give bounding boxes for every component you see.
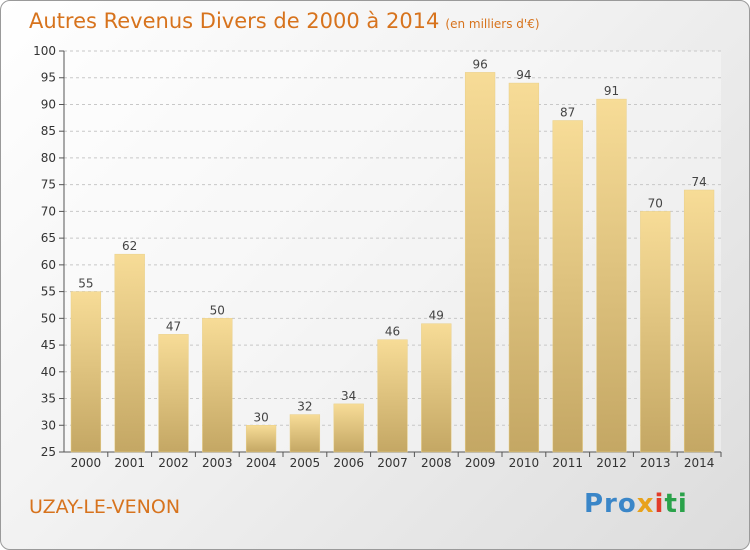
x-tick-label-2011: 2011 [552,456,583,470]
y-tick-label: 100 [33,44,56,58]
y-tick-label: 70 [41,204,56,218]
y-tick-label: 25 [41,445,56,459]
y-tick-label: 90 [41,97,56,111]
data-label-2010: 94 [516,68,531,82]
logo-part-2: x [636,489,655,519]
y-tick-label: 45 [41,338,56,352]
data-label-2004: 30 [253,410,268,424]
bar-2010 [508,82,540,453]
proxiti-logo[interactable]: Proxiti [584,489,688,519]
bar-2000 [70,291,102,453]
y-tick-label: 85 [41,124,56,138]
y-tick-label: 50 [41,311,56,325]
data-label-2011: 87 [560,106,575,120]
bars [70,72,715,453]
x-tick-label-2006: 2006 [333,456,364,470]
y-tick-label: 65 [41,231,56,245]
data-label-2003: 50 [210,303,225,317]
x-tick-label-2008: 2008 [421,456,452,470]
data-label-2005: 32 [297,400,312,414]
data-label-2012: 91 [604,84,619,98]
y-tick-label: 95 [41,71,56,85]
bar-2013 [640,211,671,453]
chart-title-text: Autres Revenus Divers de 2000 à 2014 [29,9,440,33]
data-label-2001: 62 [122,239,137,253]
x-tick-label-2010: 2010 [509,456,540,470]
x-tick-label-2009: 2009 [465,456,496,470]
x-tick-label-2004: 2004 [246,456,277,470]
logo-part-4: ti [664,489,688,519]
data-label-2009: 96 [472,57,487,71]
bar-2007 [377,339,408,453]
y-tick-label: 40 [41,365,56,379]
data-label-2007: 46 [385,325,400,339]
place-name: UZAY-LE-VENON [29,496,181,518]
bar-2002 [158,334,189,453]
x-tick-label-2013: 2013 [640,456,671,470]
bar-2006 [333,403,364,453]
data-label-2000: 55 [78,277,93,291]
bar-2009 [464,72,496,453]
x-tick-label-2000: 2000 [71,456,102,470]
y-tick-label: 80 [41,151,56,165]
bar-2011 [552,120,583,453]
x-tick-label-2001: 2001 [114,456,145,470]
y-tick-label: 55 [41,285,56,299]
y-tick-label: 60 [41,258,56,272]
y-tick-label: 30 [41,418,56,432]
bar-2008 [421,323,452,453]
x-tick-label-2002: 2002 [158,456,189,470]
y-tick-label: 35 [41,392,56,406]
bar-2003 [202,318,233,453]
bar-2001 [114,253,145,453]
chart-title: Autres Revenus Divers de 2000 à 2014 (en … [29,9,540,33]
data-label-2002: 47 [166,319,181,333]
bar-2005 [289,414,321,453]
x-tick-label-2007: 2007 [377,456,408,470]
bar-2012 [596,98,627,453]
x-tick-label-2003: 2003 [202,456,233,470]
data-label-2008: 49 [429,309,444,323]
chart-subtitle: (en milliers d'€) [445,17,540,31]
logo-part-3: i [654,489,665,519]
x-tick-label-2005: 2005 [290,456,321,470]
y-tick-label: 75 [41,178,56,192]
data-label-2013: 70 [648,196,663,210]
data-label-2006: 34 [341,389,356,403]
data-label-2014: 74 [691,175,706,189]
axes: 25 30 35 40 45 50 55 60 65 70 75 80 85 90 95 100 2000 200… [33,44,722,470]
x-tick-label-2012: 2012 [596,456,627,470]
x-tick-label-2014: 2014 [684,456,715,470]
bar-2014 [683,189,715,453]
data-labels: 55 62 47 50 30 32 34 46 49 96 94 87 91 70 74 [78,57,706,424]
logo-part-1: Pro [584,489,637,519]
bar-2004 [245,425,277,453]
